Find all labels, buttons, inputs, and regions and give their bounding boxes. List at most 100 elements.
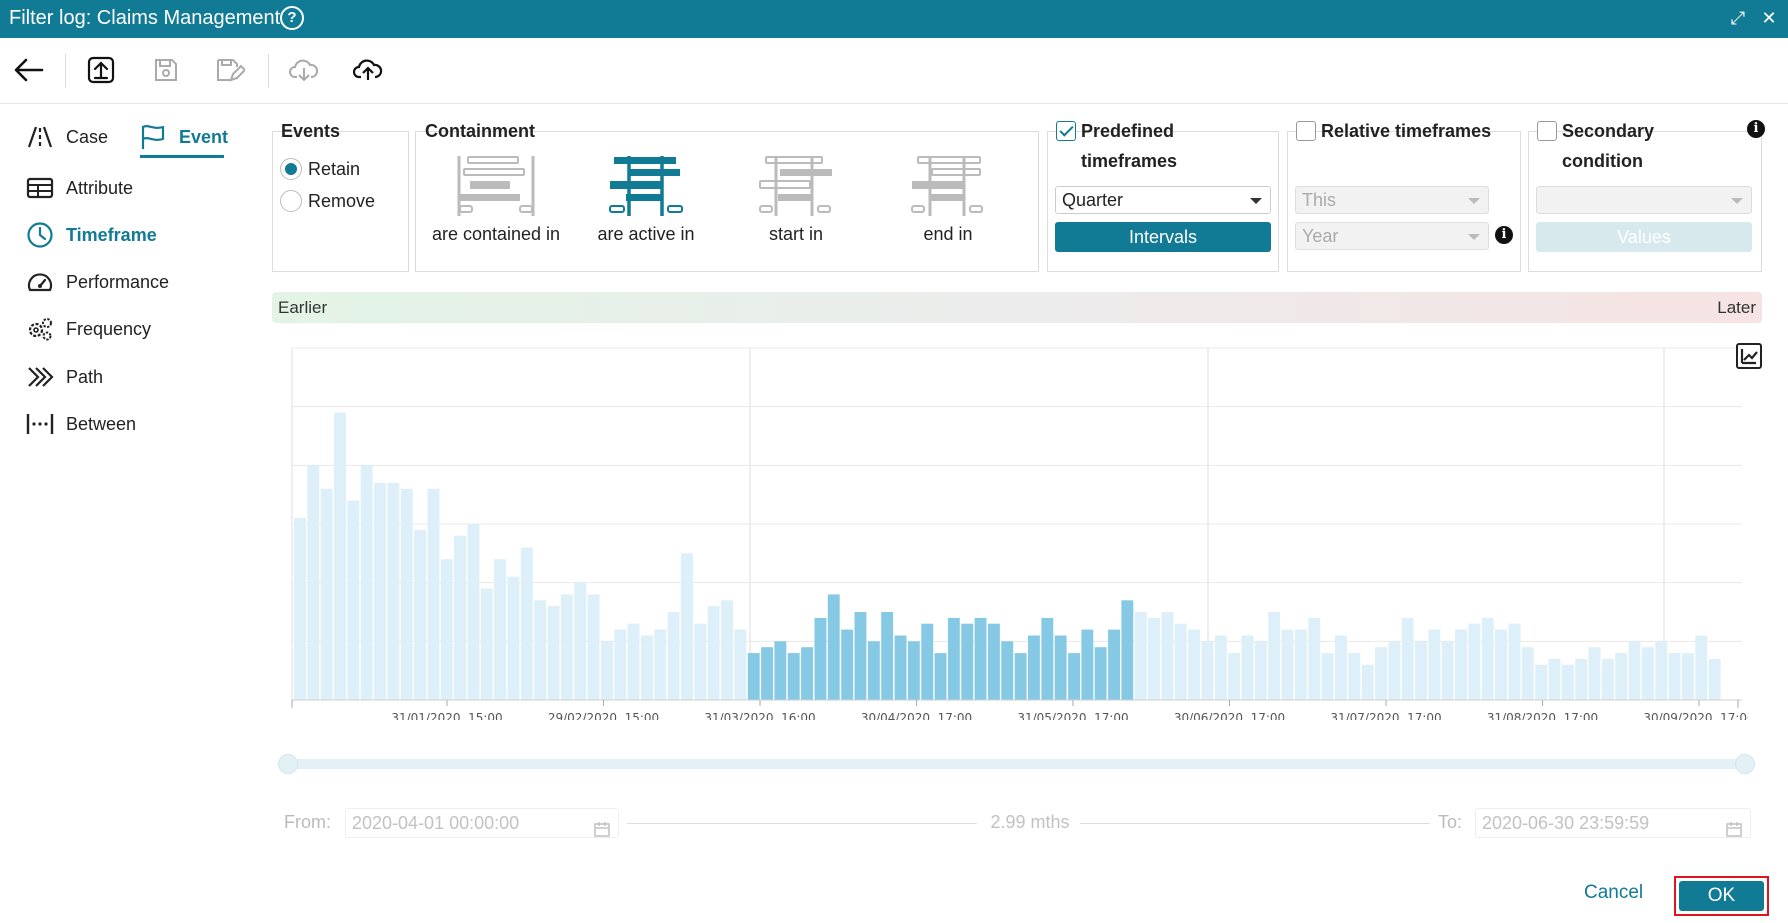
values-button: Values: [1536, 222, 1752, 252]
histogram-bar: [1228, 653, 1241, 700]
timeframe-histogram[interactable]: 31/01/2020, 15:00 29/02/2020, 15:00 31/03/…: [272, 340, 1748, 720]
containment-option-active[interactable]: are active in: [571, 150, 721, 250]
maximize-icon[interactable]: ⤢: [1730, 8, 1746, 28]
histogram-bar: [1361, 664, 1374, 700]
to-label: To:: [1438, 812, 1463, 832]
close-icon[interactable]: ✕: [1761, 8, 1777, 28]
range-slider-track[interactable]: [288, 759, 1746, 769]
range-slider-end-handle[interactable]: [1735, 754, 1755, 774]
histogram-bar: [307, 465, 320, 700]
cancel-button[interactable]: Cancel: [1584, 882, 1644, 903]
histogram-bar: [454, 535, 466, 700]
histogram-bar: [520, 547, 533, 700]
histogram-bar: [961, 623, 974, 700]
containment-option-contained[interactable]: are contained in: [421, 150, 571, 250]
predefined-title: timeframes: [1081, 151, 1178, 171]
help-icon[interactable]: ?: [280, 6, 304, 30]
sidebar-item-frequency[interactable]: Frequency: [26, 313, 151, 345]
histogram-bar: [654, 629, 667, 700]
title-bar: Filter log: Claims Management ? ⤢ ✕: [0, 0, 1788, 38]
save-icon: [148, 52, 184, 88]
containment-label: end in: [923, 224, 973, 244]
histogram-bar: [627, 623, 640, 700]
radio-label: Retain: [308, 158, 361, 179]
histogram-bar: [1108, 629, 1120, 700]
x-axis-tick-label: 30/06/2020, 17:00: [1174, 711, 1285, 720]
predefined-checkbox[interactable]: [1056, 121, 1076, 141]
ok-button[interactable]: OK: [1679, 881, 1764, 911]
containment-start-icon: [759, 156, 832, 216]
containment-option-start[interactable]: start in: [721, 150, 871, 250]
radio-retain[interactable]: Retain: [280, 158, 360, 180]
intervals-button[interactable]: Intervals: [1055, 222, 1271, 252]
histogram-bar: [1081, 629, 1094, 700]
histogram-bar: [694, 623, 707, 700]
sidebar-item-label: Performance: [66, 271, 170, 292]
chart-options-icon[interactable]: [1736, 343, 1762, 369]
histogram-bar: [374, 482, 386, 700]
histogram-bar: [934, 653, 947, 700]
from-label: From:: [284, 812, 331, 832]
cloud-upload-icon[interactable]: [350, 52, 386, 88]
histogram-bar: [400, 488, 413, 700]
histogram-bar: [1188, 629, 1201, 700]
histogram-bar: [1121, 600, 1134, 700]
secondary-checkbox[interactable]: [1537, 121, 1557, 141]
chevron-down-icon: [1468, 198, 1480, 204]
info-icon[interactable]: i: [1747, 120, 1765, 138]
histogram-bar: [1268, 612, 1281, 700]
range-slider-start-handle[interactable]: [278, 754, 298, 774]
duration-line: [627, 823, 977, 824]
sidebar-item-case[interactable]: Case: [26, 121, 108, 153]
info-icon[interactable]: i: [1495, 226, 1513, 244]
radio-button[interactable]: [280, 158, 302, 180]
x-axis-tick-label: 31/05/2020, 17:00: [1017, 711, 1128, 720]
histogram-bar: [1148, 617, 1160, 700]
select-value: This: [1302, 190, 1337, 210]
histogram-bar: [841, 629, 854, 700]
sidebar-item-path[interactable]: Path: [26, 361, 103, 393]
to-date-value: 2020-06-30 23:59:59: [1482, 813, 1650, 833]
histogram-bar: [774, 641, 787, 700]
histogram-bar: [1535, 664, 1548, 700]
sidebar-item-attribute[interactable]: Attribute: [26, 172, 133, 204]
histogram-bar: [560, 594, 573, 700]
histogram-bar: [1241, 635, 1254, 700]
radio-button[interactable]: [280, 190, 302, 212]
histogram-bar: [1401, 617, 1414, 700]
relative-title: Relative timeframes: [1321, 121, 1492, 141]
histogram-bar: [334, 412, 346, 700]
upload-icon[interactable]: [83, 52, 119, 88]
active-tab-underline: [140, 155, 224, 158]
histogram-bar: [761, 647, 773, 700]
quarter-select[interactable]: Quarter: [1055, 186, 1271, 214]
histogram-bar: [574, 582, 587, 700]
histogram-bar: [294, 518, 306, 700]
histogram-bar: [1348, 653, 1361, 700]
x-axis-tick-label: 29/02/2020, 15:00: [548, 711, 659, 720]
table-icon: [26, 174, 54, 202]
timeline-direction-bar: Earlier Later: [272, 292, 1762, 323]
sidebar-item-event[interactable]: Event: [139, 121, 228, 153]
sidebar-item-between[interactable]: Between: [26, 408, 136, 440]
histogram-bar: [1682, 653, 1694, 700]
histogram-bar: [547, 606, 560, 700]
histogram-bar: [1068, 653, 1080, 700]
calendar-icon: [594, 817, 610, 845]
histogram-bar: [1695, 635, 1708, 700]
histogram-bar: [494, 559, 507, 700]
relative-checkbox[interactable]: [1296, 121, 1316, 141]
containment-option-end[interactable]: end in: [873, 150, 1023, 250]
histogram-bar: [1375, 647, 1387, 700]
back-arrow-icon[interactable]: [11, 52, 47, 88]
from-date-value: 2020-04-01 00:00:00: [352, 813, 520, 833]
histogram-bar: [360, 465, 373, 700]
sidebar-item-timeframe[interactable]: Timeframe: [26, 219, 157, 251]
histogram-bar: [347, 500, 360, 700]
histogram-bar: [747, 653, 760, 700]
radio-remove[interactable]: Remove: [280, 190, 375, 212]
sidebar-item-performance[interactable]: Performance: [26, 266, 169, 298]
histogram-bar: [734, 629, 747, 700]
histogram-bar: [1388, 641, 1401, 700]
histogram-bar: [1468, 623, 1481, 700]
